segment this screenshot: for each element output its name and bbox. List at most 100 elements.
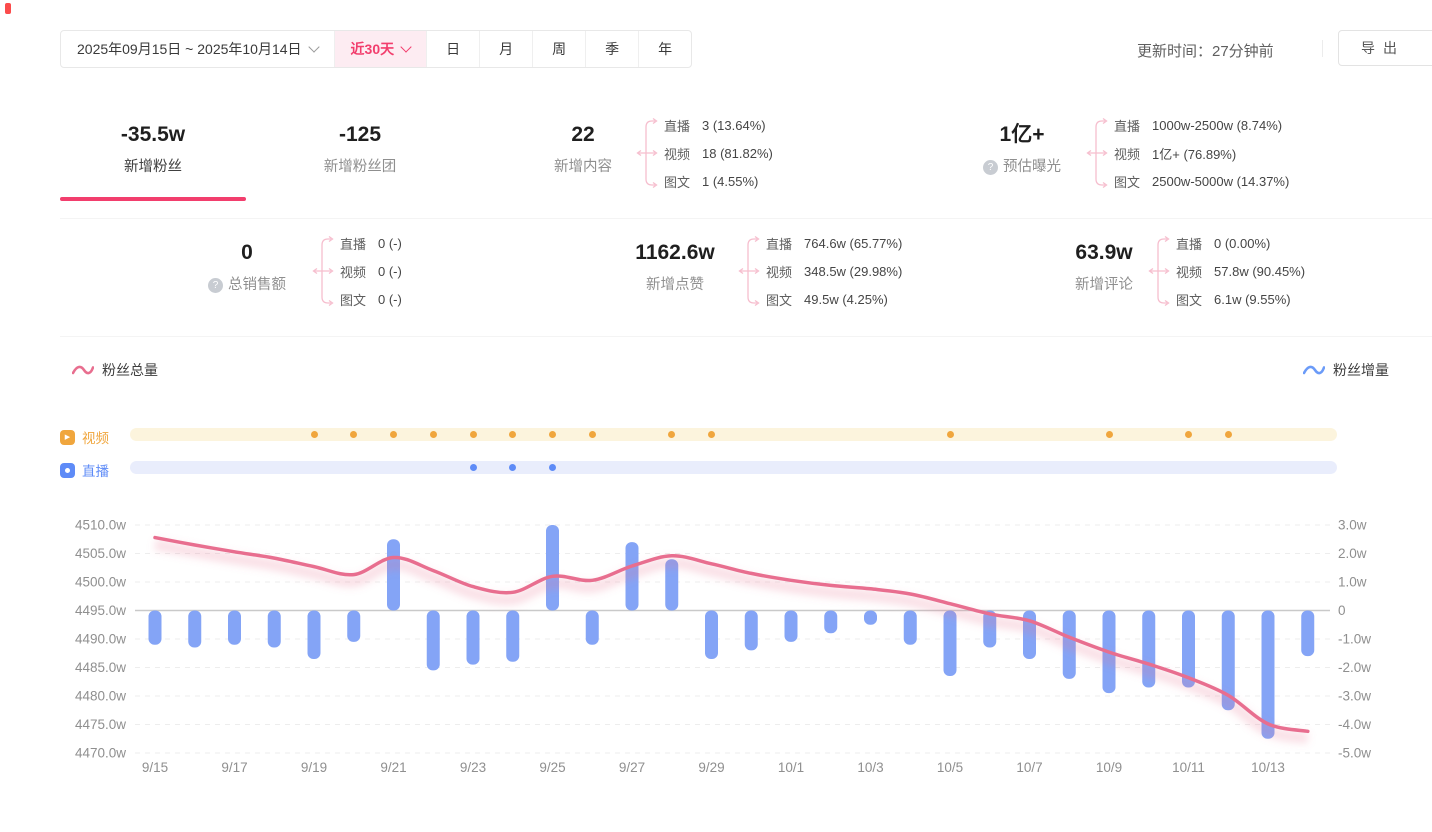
increment-bar[interactable] <box>546 525 559 611</box>
increment-bar[interactable] <box>943 610 957 677</box>
left-axis-tick: 4505.0w <box>75 546 126 561</box>
increment-bar[interactable] <box>387 539 400 611</box>
tab-quarter[interactable]: 季 <box>585 31 638 67</box>
tab-year[interactable]: 年 <box>638 31 691 67</box>
breakdown-row: 直播 764.6w (65.77%) <box>766 235 903 252</box>
increment-bar[interactable] <box>188 610 202 648</box>
tab-month[interactable]: 月 <box>479 31 532 67</box>
video-day-dot[interactable] <box>1105 431 1113 438</box>
increment-bar[interactable] <box>705 610 718 659</box>
stat-value: 1162.6w <box>635 241 715 264</box>
video-day-dot[interactable] <box>310 431 318 438</box>
x-axis-tick: 9/15 <box>142 760 168 775</box>
increment-bar[interactable] <box>506 610 520 662</box>
video-day-dot[interactable] <box>509 431 517 438</box>
total-fans-line[interactable] <box>153 535 1310 734</box>
bracket-connector <box>1086 117 1108 189</box>
increment-bar[interactable] <box>1261 610 1275 739</box>
x-axis-tick: 9/17 <box>221 760 247 775</box>
video-day-dot[interactable] <box>946 431 954 438</box>
breakdown-row: 视频 18 (81.82%) <box>664 145 773 162</box>
screen-edge-artifact <box>5 3 11 14</box>
stat-card-new-fanclub[interactable]: -125 新增粉丝团 <box>268 122 452 177</box>
x-axis-tick: 10/3 <box>857 760 883 775</box>
stat-card-new-fans[interactable]: -35.5w 新增粉丝 <box>60 122 246 177</box>
bracket-connector <box>312 235 334 307</box>
stat-card-estimated-exposure[interactable]: 1亿+ ? 预估曝光 <box>930 122 1114 177</box>
increment-bar[interactable] <box>903 610 917 645</box>
video-day-dot[interactable] <box>588 431 596 438</box>
increment-bar[interactable] <box>585 610 599 645</box>
increment-bar[interactable] <box>228 610 241 645</box>
live-day-dot[interactable] <box>509 464 517 471</box>
date-toolbar: 2025年09月15日 ~ 2025年10月14日 近30天 日 月 周 季 年 <box>60 30 693 68</box>
video-day-dot[interactable] <box>350 431 358 438</box>
x-axis-tick: 9/21 <box>380 760 406 775</box>
increment-bar[interactable] <box>864 610 877 625</box>
fans-chart-svg[interactable]: 4510.0w 3.0w 4505.0w 2.0w 4500.0w 1.0w 4495.0w… <box>0 495 1432 825</box>
breakdown-row: 图文 1 (4.55%) <box>664 173 759 190</box>
increment-bar[interactable] <box>347 610 361 642</box>
quick-range-dropdown[interactable]: 近30天 <box>333 31 427 67</box>
video-track-timeline <box>130 428 1337 441</box>
fans-trend-chart[interactable]: 4510.0w 3.0w 4505.0w 2.0w 4500.0w 1.0w 4495.0w… <box>0 495 1432 825</box>
tab-week[interactable]: 周 <box>532 31 585 67</box>
left-axis-tick: 4490.0w <box>75 632 126 647</box>
increment-bar[interactable] <box>466 610 480 665</box>
stat-label: 新增点赞 <box>646 277 704 293</box>
left-axis-tick: 4495.0w <box>75 603 126 618</box>
video-day-dot[interactable] <box>390 431 397 438</box>
help-icon[interactable]: ? <box>983 159 998 175</box>
left-axis-tick: 4475.0w <box>75 717 126 732</box>
tab-day[interactable]: 日 <box>426 31 479 67</box>
increment-bar[interactable] <box>426 610 440 671</box>
x-axis-tick: 9/25 <box>539 760 565 775</box>
wave-icon <box>1303 364 1325 377</box>
breakdown-row: 视频 57.8w (90.45%) <box>1176 263 1306 280</box>
breakdown-row: 视频 348.5w (29.98%) <box>766 263 903 280</box>
breakdown-row: 图文 2500w-5000w (14.37%) <box>1114 173 1290 190</box>
bracket-connector <box>738 235 760 307</box>
breakdown-new-content: 直播 3 (13.64%) 视频 18 (81.82%) 图文 1 (4.55%) <box>636 111 773 195</box>
increment-bar[interactable] <box>824 610 838 634</box>
increment-bar[interactable] <box>307 610 321 659</box>
stat-card-new-comments[interactable]: 63.9w 新增评论 <box>1014 240 1194 295</box>
increment-bar[interactable] <box>784 610 798 642</box>
stat-card-new-content[interactable]: 22 新增内容 <box>497 122 669 177</box>
legend-label: 粉丝增量 <box>1333 362 1389 378</box>
right-axis-tick: -1.0w <box>1338 632 1371 647</box>
export-button[interactable]: 导出 <box>1338 30 1432 66</box>
bracket-connector <box>636 117 658 189</box>
breakdown-sales: 直播 0 (-) 视频 0 (-) 图文 0 (-) <box>312 229 402 313</box>
x-axis-tick: 9/19 <box>301 760 327 775</box>
help-icon[interactable]: ? <box>208 277 223 293</box>
breakdown-row: 直播 0 (0.00%) <box>1176 235 1271 252</box>
row-divider <box>60 218 1432 219</box>
breakdown-row: 视频 0 (-) <box>340 263 402 280</box>
stat-card-new-likes[interactable]: 1162.6w 新增点赞 <box>585 240 765 295</box>
video-day-dot[interactable] <box>1185 431 1192 438</box>
increment-bar[interactable] <box>267 610 281 648</box>
stat-value: 22 <box>571 123 595 146</box>
date-range-picker[interactable]: 2025年09月15日 ~ 2025年10月14日 <box>61 31 334 67</box>
video-day-dot[interactable] <box>708 431 715 438</box>
live-day-dot[interactable] <box>469 464 477 471</box>
breakdown-comments: 直播 0 (0.00%) 视频 57.8w (90.45%) 图文 6.1w (9.5… <box>1148 229 1305 313</box>
increment-bar[interactable] <box>1221 610 1235 711</box>
increment-bar[interactable] <box>665 559 679 611</box>
video-day-dot[interactable] <box>469 431 477 438</box>
bracket-connector <box>1148 235 1170 307</box>
left-axis-tick: 4480.0w <box>75 689 126 704</box>
stat-card-total-sales[interactable]: 0 ? 总销售额 <box>157 240 337 295</box>
video-day-dot[interactable] <box>1224 431 1232 438</box>
increment-bar[interactable] <box>148 610 162 645</box>
video-day-dot[interactable] <box>429 431 437 438</box>
increment-bar[interactable] <box>1301 610 1315 657</box>
video-day-dot[interactable] <box>668 431 676 438</box>
legend-total-fans: 粉丝总量 <box>72 360 158 380</box>
live-day-dot[interactable] <box>549 464 556 471</box>
video-day-dot[interactable] <box>549 431 556 438</box>
increment-bar[interactable] <box>1182 610 1195 688</box>
stat-value: 1亿+ <box>999 123 1045 146</box>
increment-bar[interactable] <box>744 610 758 651</box>
